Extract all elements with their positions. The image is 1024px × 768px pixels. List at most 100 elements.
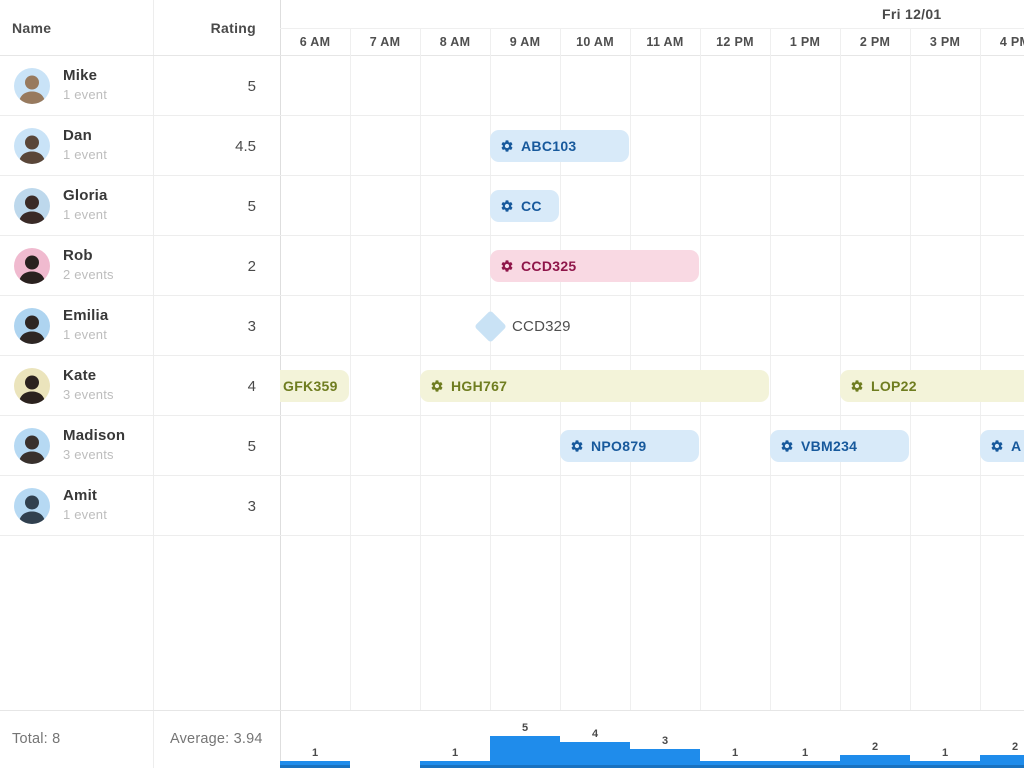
resource-row[interactable]: Kate 3 events 4 [0, 356, 1024, 416]
event-label: HGH767 [451, 378, 508, 394]
gear-icon [501, 140, 513, 152]
resource-rating: 4 [247, 377, 256, 395]
histogram-bar [700, 761, 770, 768]
avatar [14, 248, 50, 284]
hour-gridline [630, 28, 631, 710]
histogram-count-label: 4 [591, 728, 599, 740]
resource-name: Emilia [63, 307, 109, 324]
resource-row[interactable]: Rob 2 events 2 [0, 236, 1024, 296]
event-bar[interactable]: LOP22 [840, 370, 1024, 402]
hour-tick-label: 12 PM [716, 35, 754, 49]
avatar [14, 308, 50, 344]
hour-tick-label: 6 AM [299, 35, 331, 49]
milestone-label: CCD329 [512, 318, 571, 335]
resource-row[interactable]: Mike 1 event 5 [0, 56, 1024, 116]
hour-gridline [770, 28, 771, 710]
resource-row[interactable]: Dan 1 event 4.5 [0, 116, 1024, 176]
hour-tick-label: 8 AM [439, 35, 471, 49]
hour-tick-label: 7 AM [369, 35, 401, 49]
histogram-bar [770, 761, 840, 768]
resource-event-count: 3 events [63, 447, 114, 462]
resource-name: Rob [63, 247, 93, 264]
histogram-count-label: 5 [521, 722, 529, 734]
histogram-bar [280, 761, 350, 768]
resource-row[interactable]: Gloria 1 event 5 [0, 176, 1024, 236]
event-bar[interactable]: A [980, 430, 1024, 462]
gear-icon [991, 440, 1003, 452]
hour-gridline [490, 28, 491, 710]
avatar [14, 188, 50, 224]
resource-rating: 3 [247, 497, 256, 515]
hour-gridline [980, 28, 981, 710]
event-label: GFK359 [283, 378, 338, 394]
person-silhouette-icon [19, 435, 45, 464]
avatar [14, 488, 50, 524]
hour-tick-label: 1 PM [789, 35, 821, 49]
person-silhouette-icon [19, 135, 45, 164]
resource-event-count: 1 event [63, 327, 108, 342]
person-silhouette-icon [19, 375, 45, 404]
footer-total: Total: 8 [12, 731, 61, 747]
gear-icon [851, 380, 863, 392]
resource-row[interactable]: Amit 1 event 3 [0, 476, 1024, 536]
histogram-bar [630, 749, 700, 768]
gear-icon [501, 260, 513, 272]
resource-name: Kate [63, 367, 97, 384]
resource-name: Gloria [63, 187, 108, 204]
footer-top-border [0, 710, 1024, 711]
histogram-bar [560, 742, 630, 768]
gear-icon [501, 200, 513, 212]
header-bottom-border [0, 55, 1024, 56]
event-label: A [1011, 438, 1022, 454]
histogram-bar [840, 755, 910, 768]
resource-rating: 5 [247, 437, 256, 455]
event-label: CC [521, 198, 542, 214]
histogram-count-label: 2 [871, 741, 879, 753]
hour-gridline [420, 28, 421, 710]
resource-rating: 2 [247, 257, 256, 275]
event-bar[interactable]: GFK359 [280, 370, 349, 402]
histogram-count-label: 1 [801, 747, 809, 759]
histogram-count-label: 1 [731, 747, 739, 759]
hour-gridline [560, 28, 561, 710]
event-bar[interactable]: VBM234 [770, 430, 909, 462]
resource-event-count: 3 events [63, 387, 114, 402]
resource-row[interactable]: Emilia 1 event 3 [0, 296, 1024, 356]
event-bar[interactable]: NPO879 [560, 430, 699, 462]
hour-tick-label: 3 PM [929, 35, 961, 49]
resource-rating: 5 [247, 197, 256, 215]
person-silhouette-icon [19, 255, 45, 284]
resource-rating: 5 [247, 77, 256, 95]
event-bar[interactable]: HGH767 [420, 370, 769, 402]
hour-tick-label: 2 PM [859, 35, 891, 49]
person-silhouette-icon [19, 495, 45, 524]
hour-tick-label: 9 AM [509, 35, 541, 49]
histogram-bar [910, 761, 980, 768]
avatar [14, 68, 50, 104]
hour-tick-label: 4 PM [999, 35, 1024, 49]
resource-rating: 3 [247, 317, 256, 335]
name-column-header[interactable]: Name [12, 20, 52, 36]
resource-rating: 4.5 [235, 137, 256, 155]
hour-gridline [700, 28, 701, 710]
event-label: CCD325 [521, 258, 577, 274]
histogram-count-label: 3 [661, 735, 669, 747]
event-label: NPO879 [591, 438, 647, 454]
histogram-bar [980, 755, 1024, 768]
histogram-count-label: 1 [941, 747, 949, 759]
person-silhouette-icon [19, 75, 45, 104]
resource-row[interactable]: Madison 3 events 5 [0, 416, 1024, 476]
date-header-label: Fri 12/01 [882, 6, 942, 22]
rating-column-header[interactable]: Rating [210, 20, 256, 36]
histogram-bar [420, 761, 490, 768]
footer-average: Average: 3.94 [170, 731, 263, 747]
histogram-count-label: 1 [311, 747, 319, 759]
event-bar[interactable]: CCD325 [490, 250, 699, 282]
resource-event-count: 1 event [63, 507, 108, 522]
resource-event-count: 1 event [63, 147, 108, 162]
date-hours-divider [280, 28, 1024, 29]
event-bar[interactable]: CC [490, 190, 559, 222]
event-bar[interactable]: ABC103 [490, 130, 629, 162]
hour-gridline [910, 28, 911, 710]
resource-name: Amit [63, 487, 98, 504]
